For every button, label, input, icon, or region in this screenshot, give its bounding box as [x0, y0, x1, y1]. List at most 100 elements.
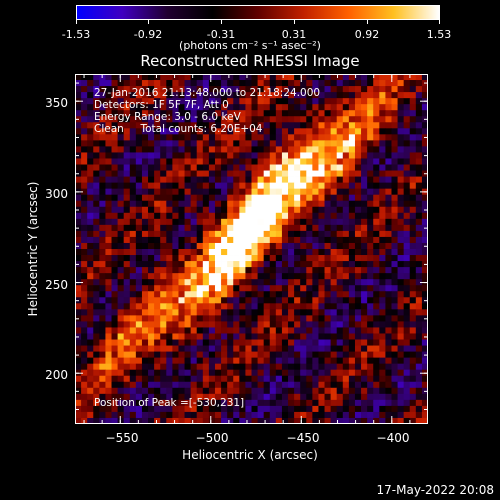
heatmap-cell — [148, 212, 155, 220]
heatmap-cell — [373, 92, 380, 99]
heatmap-cell — [117, 242, 125, 250]
heatmap-cell — [415, 230, 423, 238]
heatmap-cell — [403, 170, 411, 177]
heatmap-cell — [397, 218, 405, 226]
heatmap-cell — [172, 158, 179, 165]
heatmap-cell — [367, 206, 374, 214]
heatmap-cell — [251, 92, 258, 99]
heatmap-cell — [385, 206, 392, 214]
heatmap-cell — [105, 255, 112, 262]
heatmap-cell — [129, 261, 137, 268]
heatmap-cell — [275, 116, 283, 123]
heatmap-cell — [257, 285, 265, 292]
heatmap-cell — [190, 182, 198, 190]
heatmap-cell — [172, 206, 179, 214]
heatmap-cell — [415, 194, 423, 202]
heatmap-cell — [409, 393, 417, 401]
heatmap-cell — [105, 303, 112, 310]
heatmap-cell — [202, 333, 210, 340]
heatmap-cell — [117, 206, 125, 214]
heatmap-cell — [208, 417, 216, 424]
heatmap-cell — [342, 164, 350, 171]
heatmap-cell — [294, 261, 301, 268]
heatmap-cell — [87, 242, 94, 250]
heatmap-cell — [81, 297, 88, 304]
heatmap-cell — [318, 170, 325, 177]
heatmap-cell — [361, 212, 368, 220]
heatmap-cell — [288, 267, 295, 274]
heatmap-cell — [245, 104, 252, 111]
heatmap-cell — [208, 333, 216, 340]
heatmap-cell — [160, 194, 167, 202]
heatmap-cell — [81, 255, 88, 262]
heatmap-cell — [75, 194, 82, 202]
heatmap-cell — [354, 261, 362, 268]
heatmap-cell — [342, 206, 350, 214]
heatmap-cell — [306, 80, 313, 87]
heatmap-cell — [233, 381, 240, 389]
heatmap-cell — [306, 128, 313, 135]
heatmap-cell — [105, 116, 112, 123]
heatmap-cell — [330, 80, 338, 87]
heatmap-cell — [105, 321, 112, 328]
heatmap-cell — [148, 80, 155, 87]
heatmap-cell — [367, 230, 374, 238]
heatmap-cell — [354, 164, 362, 171]
heatmap-cell — [123, 339, 131, 346]
heatmap-cell — [397, 261, 405, 268]
heatmap-cell — [342, 309, 350, 316]
heatmap-cell — [263, 297, 271, 304]
heatmap-cell — [202, 80, 210, 87]
heatmap-cell — [245, 230, 252, 238]
heatmap-cell — [196, 194, 204, 202]
heatmap-cell — [75, 285, 82, 292]
heatmap-cell — [154, 387, 161, 395]
heatmap-cell — [221, 170, 228, 177]
heatmap-cell — [330, 279, 338, 286]
heatmap-cell — [87, 206, 94, 214]
heatmap-cell — [312, 230, 319, 238]
heatmap-cell — [257, 242, 265, 250]
heatmap-cell — [239, 357, 246, 365]
heatmap-cell — [415, 255, 423, 262]
heatmap-cell — [160, 152, 167, 159]
heatmap-cell — [208, 194, 216, 202]
heatmap-cell — [154, 194, 161, 202]
heatmap-cell — [269, 327, 277, 334]
heatmap-cell — [190, 255, 198, 262]
heatmap-cell — [239, 291, 246, 298]
heatmap-cell — [233, 236, 240, 244]
heatmap-cell — [184, 218, 192, 226]
heatmap-cell — [312, 411, 319, 419]
heatmap-cell — [251, 393, 258, 401]
heatmap-cell — [99, 128, 106, 135]
heatmap-cell — [409, 285, 417, 292]
heatmap-cell — [251, 182, 258, 190]
heatmap-cell — [294, 393, 301, 401]
heatmap-cell — [421, 218, 428, 226]
heatmap-cell — [202, 104, 210, 111]
heatmap-cell — [87, 98, 94, 105]
heatmap-cell — [245, 164, 252, 171]
heatmap-cell — [300, 411, 307, 419]
heatmap-cell — [190, 140, 198, 147]
heatmap-cell — [330, 315, 338, 322]
heatmap-cell — [318, 200, 325, 208]
heatmap-cell — [196, 405, 204, 413]
heatmap-cell — [379, 375, 386, 383]
heatmap-cell — [141, 411, 149, 419]
heatmap-cell — [342, 230, 350, 238]
heatmap-cell — [367, 104, 374, 111]
heatmap-cell — [214, 134, 222, 141]
heatmap-cell — [288, 140, 295, 147]
heatmap-cell — [397, 74, 405, 81]
heatmap-cell — [221, 110, 228, 117]
heatmap-cell — [324, 387, 332, 395]
heatmap-cell — [93, 170, 100, 177]
heatmap-cell — [379, 381, 386, 389]
heatmap-cell — [111, 339, 119, 346]
heatmap-cell — [190, 236, 198, 244]
heatmap-cell — [312, 249, 319, 256]
heatmap-cell — [373, 200, 380, 208]
heatmap-cell — [288, 351, 295, 359]
